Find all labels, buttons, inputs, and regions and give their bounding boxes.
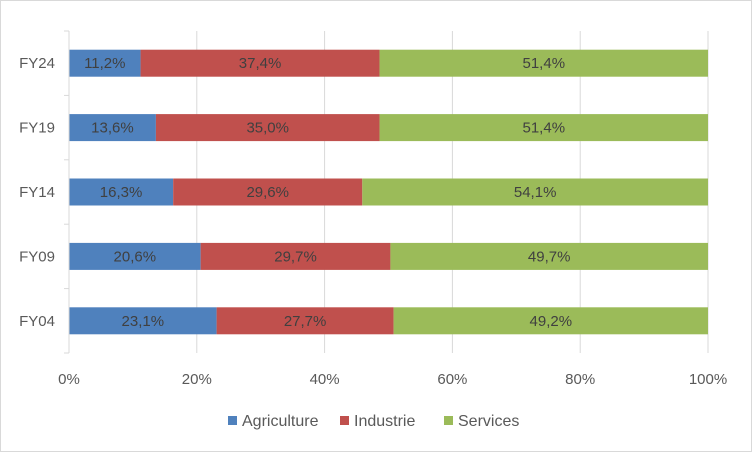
data-label: 49,2% [530, 313, 573, 330]
data-labels: 11,2% 37,4% 51,4% 13,6% 35,0% 51,4% 16,3% 29,6%… [84, 55, 572, 330]
y-tick-label: FY09 [19, 248, 55, 265]
data-label: 51,4% [523, 120, 566, 137]
bar-segment-industrie [173, 178, 363, 206]
data-label: 23,1% [122, 313, 165, 330]
data-label: 29,7% [274, 248, 317, 265]
bar-segment-industrie [200, 242, 391, 270]
data-label: 54,1% [514, 184, 557, 201]
axes: 0% 20% 40% 60% 80% 100% FY24 FY19 FY14 FY09 FY04 [19, 30, 727, 388]
data-label: 49,7% [528, 248, 571, 265]
legend-swatch-industrie [340, 416, 349, 425]
bar-segment-industrie [140, 49, 380, 77]
x-tick-label: 80% [565, 371, 595, 388]
x-tick-label: 60% [437, 371, 467, 388]
y-tick-label: FY24 [19, 55, 55, 72]
y-tick-label: FY04 [19, 313, 55, 330]
y-tick-label: FY14 [19, 184, 55, 201]
data-label: 11,2% [84, 55, 125, 72]
bar-segment-services [379, 49, 708, 77]
legend-label: Agriculture [242, 413, 319, 430]
bar-segment-agriculture [69, 242, 201, 270]
bar-segment-agriculture [69, 49, 141, 77]
bar-segment-services [390, 242, 708, 270]
bar-segment-agriculture [69, 114, 156, 142]
legend-swatch-agriculture [228, 416, 237, 425]
legend: Agriculture Industrie Services [228, 413, 519, 430]
bar-segment-services [362, 178, 708, 206]
legend-label: Industrie [354, 413, 415, 430]
x-tick-label: 20% [182, 371, 212, 388]
x-tick-label: 100% [689, 371, 727, 388]
legend-label: Services [458, 413, 519, 430]
data-label: 35,0% [246, 120, 289, 137]
data-label: 29,6% [246, 184, 289, 201]
bars [69, 49, 708, 335]
bar-segment-industrie [216, 307, 394, 335]
bar-segment-agriculture [69, 178, 174, 206]
data-label: 27,7% [284, 313, 327, 330]
data-label: 37,4% [239, 55, 282, 72]
bar-segment-agriculture [69, 307, 217, 335]
data-label: 13,6% [91, 120, 134, 137]
bar-segment-services [393, 307, 708, 335]
x-tick-label: 40% [310, 371, 340, 388]
bar-segment-industrie [155, 114, 380, 142]
data-label: 20,6% [114, 248, 157, 265]
data-label: 16,3% [100, 184, 143, 201]
bar-segment-services [379, 114, 708, 142]
y-tick-label: FY19 [19, 120, 55, 137]
data-label: 51,4% [523, 55, 566, 72]
x-tick-label: 0% [58, 371, 80, 388]
legend-swatch-services [444, 416, 453, 425]
